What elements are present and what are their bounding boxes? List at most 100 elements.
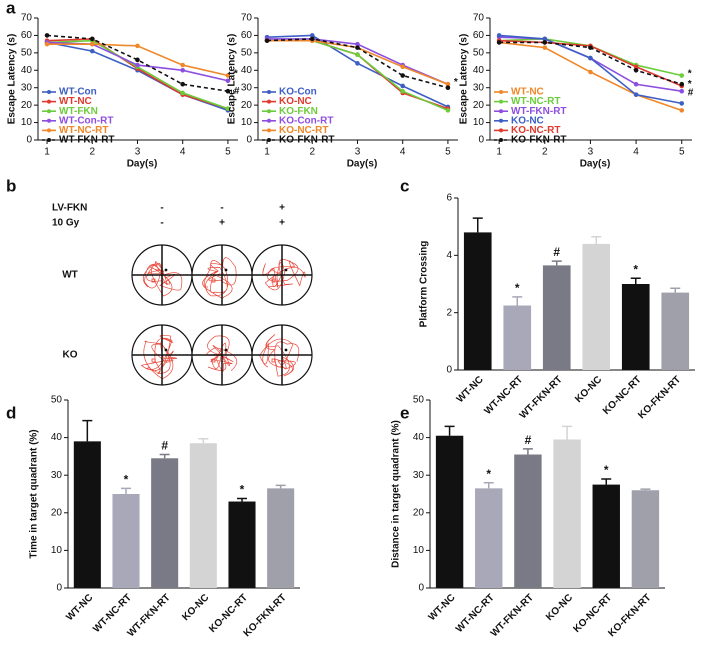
data-point — [400, 64, 405, 70]
data-point — [542, 40, 548, 45]
legend-marker — [499, 109, 503, 114]
bar — [621, 284, 650, 370]
y-axis-label: Escape Latency (s) — [459, 34, 470, 125]
legend-marker — [499, 118, 503, 123]
data-point — [633, 92, 639, 97]
error-bar — [670, 287, 681, 293]
data-point — [445, 81, 451, 87]
significance: * — [240, 483, 245, 497]
y-tick-label: 0 — [446, 365, 452, 376]
y-tick-label: 40 — [241, 65, 253, 76]
y-tick-label: 20 — [241, 100, 253, 111]
bar — [189, 443, 217, 588]
legend-label: WT-Con-RT — [59, 115, 113, 126]
data-point — [496, 33, 502, 38]
data-point — [679, 101, 685, 106]
legend-label: WT-NC — [59, 96, 92, 107]
x-axis-label: Day(s) — [127, 159, 158, 170]
y-tick-label: 50 — [413, 395, 425, 406]
legend-label: KO-FKN-RT — [511, 135, 567, 146]
annotation: * — [688, 79, 692, 90]
x-axis-label: Day(s) — [347, 159, 378, 170]
y-tick-label: 40 — [413, 432, 425, 443]
data-point — [633, 64, 639, 70]
y-tick-label: 0 — [246, 135, 252, 146]
y-tick-label: 30 — [21, 82, 33, 93]
data-point — [400, 88, 405, 94]
y-tick-label: 50 — [473, 47, 485, 58]
legend-label: WT-NC-RT — [59, 125, 108, 136]
data-point — [445, 85, 451, 91]
legend-label: KO-NC-RT — [279, 125, 328, 136]
legend-label: WT-NC — [511, 87, 544, 98]
x-tick-label: 3 — [588, 147, 594, 158]
y-tick-label: 50 — [51, 395, 63, 406]
y-tick-label: 50 — [241, 47, 253, 58]
legend-marker — [267, 90, 271, 94]
legend-label: KO-NC-RT — [511, 125, 560, 136]
platform — [271, 278, 276, 283]
data-point — [679, 73, 685, 78]
y-tick-label: 40 — [473, 65, 485, 76]
y-tick-label: 30 — [473, 82, 485, 93]
x-tick-label: WT-NC-RT — [454, 592, 497, 635]
legend-marker — [267, 99, 271, 104]
error-bar — [591, 235, 602, 244]
data-point — [89, 36, 95, 42]
legend-label: WT-NC-RT — [511, 96, 560, 107]
y-tick-label: 4 — [446, 250, 452, 261]
condition-label: 10 Gy — [52, 218, 80, 229]
annotation: * — [234, 68, 238, 79]
data-point — [400, 83, 405, 89]
legend-marker — [267, 128, 271, 133]
y-tick-label: 50 — [21, 47, 33, 58]
y-tick-label: 40 — [51, 432, 63, 443]
data-point — [264, 38, 270, 43]
data-point — [135, 57, 140, 63]
data-point — [400, 73, 405, 78]
legend-marker — [267, 118, 271, 123]
x-tick-label: 5 — [445, 147, 451, 158]
error-bar — [472, 217, 483, 233]
y-axis-label: Escape Latency (s) — [7, 34, 18, 125]
data-point — [588, 69, 593, 75]
error-bar — [198, 437, 209, 444]
data-point — [445, 108, 451, 113]
legend-marker — [499, 90, 503, 94]
legend-label: WT-FKN-RT — [59, 135, 115, 146]
y-axis-label: Time in target quadrant (%) — [29, 429, 40, 558]
x-tick-label: 1 — [44, 147, 50, 158]
swim-trace — [262, 259, 306, 291]
legend-label: WT-Con — [59, 87, 97, 98]
y-axis-label: Escape Latency (s) — [227, 34, 238, 125]
y-tick-label: 60 — [21, 30, 33, 41]
data-point — [309, 33, 315, 38]
y-tick-label: 70 — [473, 13, 485, 24]
x-axis-label: Day(s) — [580, 159, 611, 170]
condition-sign: + — [279, 203, 285, 214]
error-bar — [82, 419, 93, 442]
x-tick-label: WT-NC — [427, 592, 458, 623]
legend-label: KO-NC — [511, 115, 544, 126]
end-point — [224, 268, 228, 272]
legend-label: KO-FKN — [279, 106, 318, 117]
annotation: * — [688, 68, 692, 79]
bar — [73, 441, 101, 588]
significance: * — [515, 281, 520, 295]
platform — [211, 358, 216, 363]
y-tick-label: 6 — [446, 193, 452, 204]
bar — [514, 454, 542, 588]
legend-marker — [47, 138, 51, 142]
y-tick-label: 10 — [241, 117, 253, 128]
end-point — [284, 268, 288, 272]
significance: * — [124, 473, 129, 487]
legend-marker — [267, 138, 271, 142]
bar — [582, 243, 611, 370]
legend-marker — [47, 90, 51, 94]
platform — [151, 358, 156, 363]
x-tick-label: KO-NC-RT — [572, 592, 615, 635]
y-tick-label: 20 — [413, 507, 425, 518]
data-point — [542, 36, 548, 42]
end-point — [164, 268, 168, 272]
